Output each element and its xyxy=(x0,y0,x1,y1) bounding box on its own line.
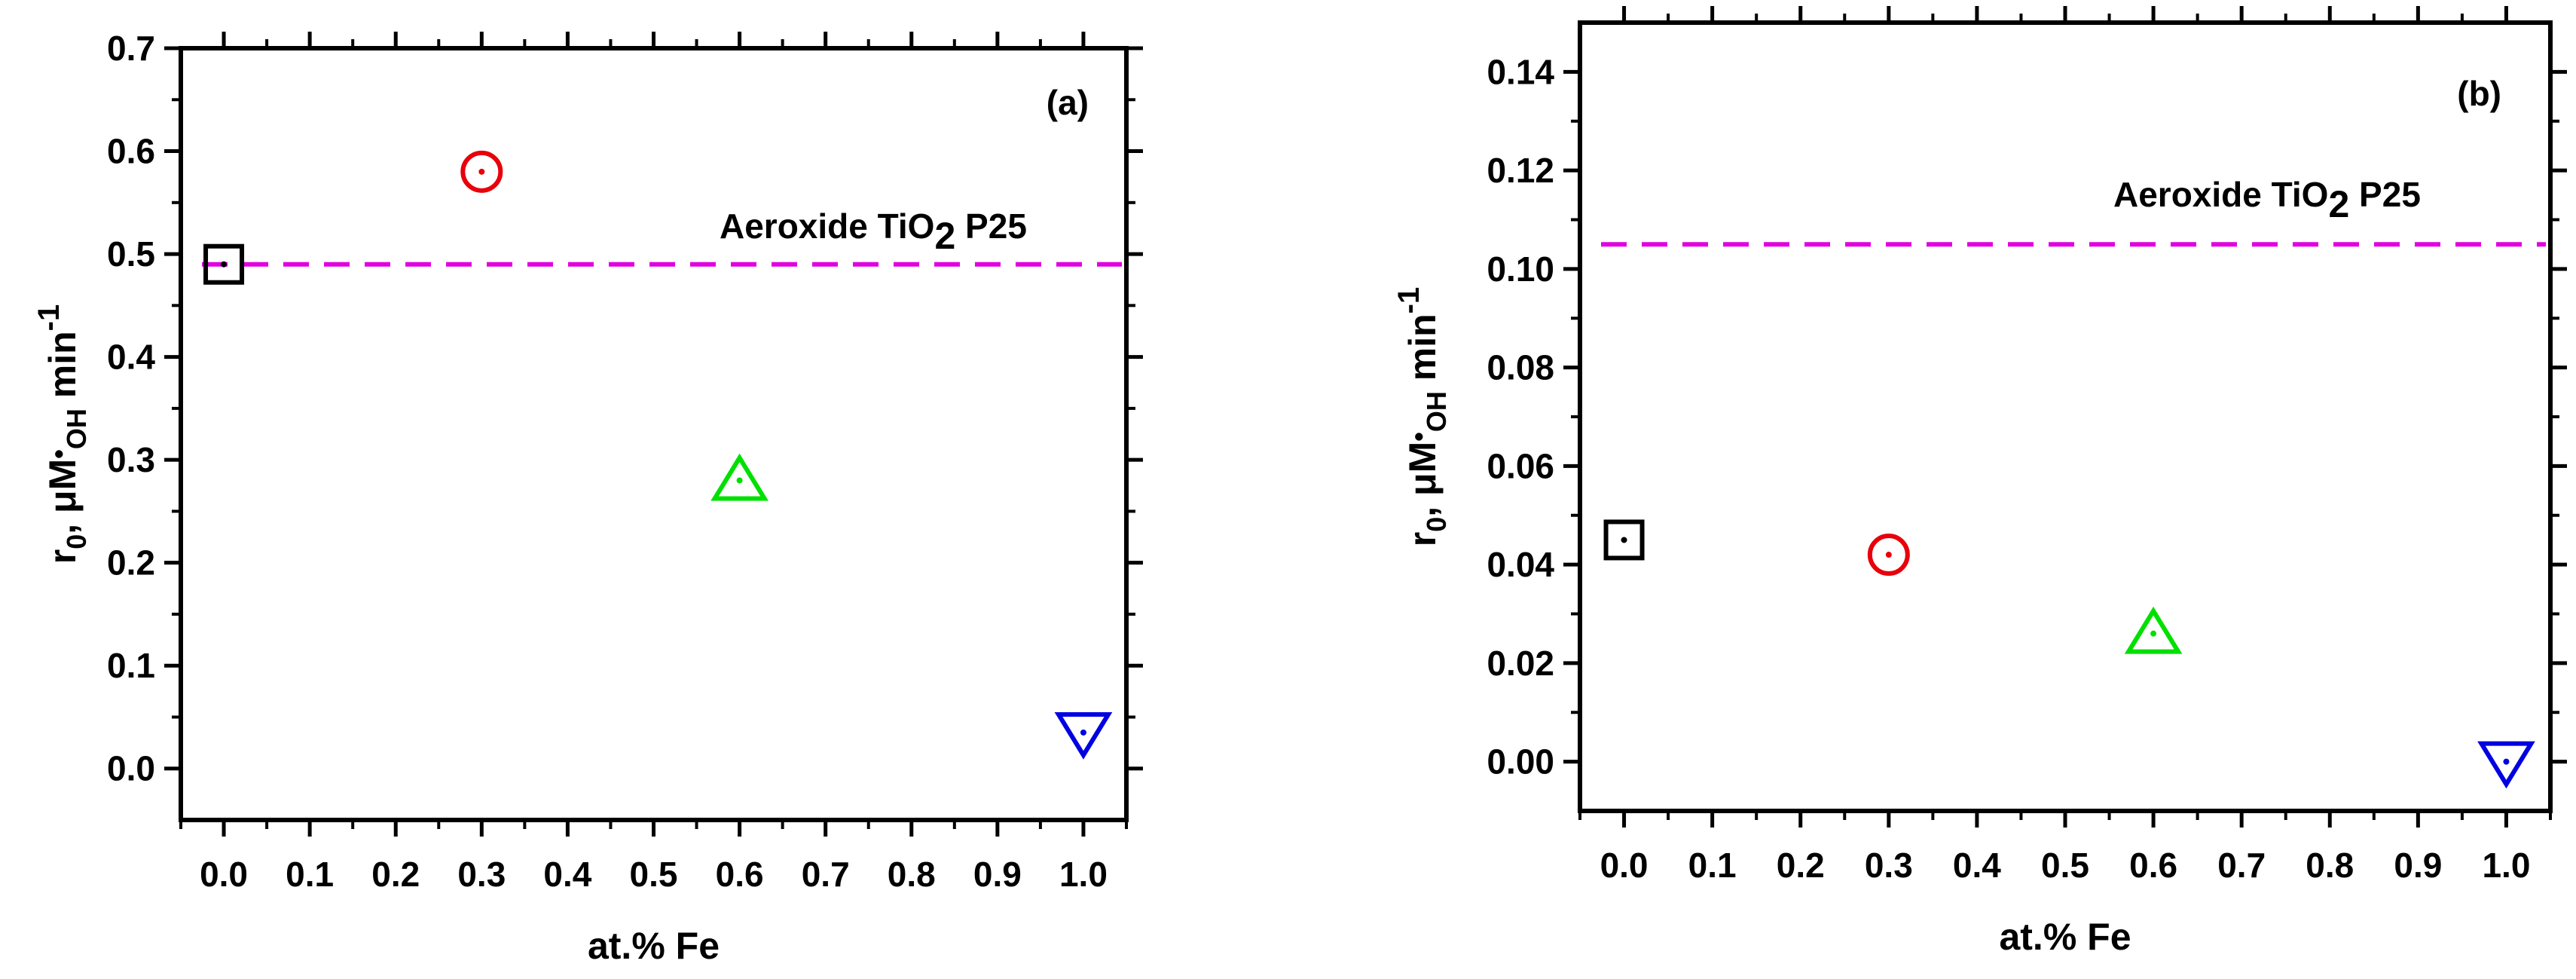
x-tick-label: 0.3 xyxy=(1865,846,1913,885)
x-tick-label: 0.8 xyxy=(2306,846,2354,885)
x-tick-label: 0.2 xyxy=(1777,846,1825,885)
y-axis-title-mid: , μM xyxy=(1401,442,1444,517)
x-tick-label: 0.8 xyxy=(888,855,936,894)
x-tick-label: 0.7 xyxy=(2217,846,2266,885)
y-axis-title-sub0: 0 xyxy=(1421,517,1452,532)
x-axis-title: at.% Fe xyxy=(1999,916,2131,958)
y-tick-label: 0.10 xyxy=(1487,249,1554,289)
y-tick-label: 0.00 xyxy=(1487,742,1554,782)
plot-frame xyxy=(179,46,1129,822)
y-axis-title-unit: min xyxy=(41,331,84,408)
y-tick-label: 0.5 xyxy=(107,234,155,274)
plot-frame xyxy=(1578,20,2553,813)
y-axis-title: r0, μM•OH min-1 xyxy=(1392,287,1452,547)
x-tick-label: 0.5 xyxy=(2041,846,2089,885)
x-tick-label: 0.7 xyxy=(802,855,850,894)
data-point-triangle-down xyxy=(2477,741,2535,789)
panel-label: (a) xyxy=(1047,83,1089,122)
y-tick-label: 0.1 xyxy=(107,646,155,685)
y-axis-title-dot: • xyxy=(1403,432,1434,442)
y-tick-label: 0.02 xyxy=(1487,644,1554,683)
y-axis-title-sub1: OH xyxy=(1421,391,1452,432)
x-tick-label: 0.6 xyxy=(2129,846,2177,885)
reference-label-main: Aeroxide TiO xyxy=(2113,175,2328,214)
x-tick-label: 1.0 xyxy=(1059,855,1108,894)
x-tick-label: 0.3 xyxy=(457,855,506,894)
x-tick-label: 0.4 xyxy=(1953,846,2001,885)
data-point-center-dot xyxy=(1080,729,1086,736)
data-point-center-dot xyxy=(2150,630,2157,637)
data-point-circle xyxy=(460,150,503,193)
x-tick-label: 0.5 xyxy=(630,855,678,894)
x-tick-label: 0.4 xyxy=(543,855,591,894)
reference-label-sub: 2 xyxy=(934,215,955,257)
reference-label: Aeroxide TiO2 P25 xyxy=(2113,175,2421,225)
data-point-triangle-up xyxy=(2124,606,2183,654)
reference-label-rest: P25 xyxy=(2349,175,2421,214)
y-tick-label: 0.3 xyxy=(107,440,155,479)
chart-panel-b: 0.0 0.1 0.2 0.3 0.4 0.5 0.6 0.7 0.8 0.9 1.0 0.00 0.0… xyxy=(1392,6,2567,958)
y-axis-title-dot: • xyxy=(43,449,74,459)
data-point-circle xyxy=(1867,534,1910,577)
y-tick-label: 0.08 xyxy=(1487,348,1554,387)
chart-panel-a: 0.0 0.1 0.2 0.3 0.4 0.5 0.6 0.7 0.8 0.9 1.0 0.0 0.1 0… xyxy=(32,29,1143,967)
y-tick-label: 0.12 xyxy=(1487,151,1554,190)
panel-label: (b) xyxy=(2457,74,2501,113)
y-tick-label: 0.4 xyxy=(107,338,155,377)
x-tick-label: 0.0 xyxy=(200,855,248,894)
y-tick-label: 0.7 xyxy=(107,29,155,68)
y-tick-label: 0.06 xyxy=(1487,446,1554,485)
x-tick-label: 0.1 xyxy=(286,855,334,894)
x-tick-label: 1.0 xyxy=(2482,846,2530,885)
data-point-square xyxy=(203,243,245,285)
y-axis-title: r0, μM•OH min-1 xyxy=(32,304,92,564)
reference-label-rest: P25 xyxy=(955,207,1027,246)
y-axis-title-unit: min xyxy=(1401,314,1444,391)
x-tick-label: 0.1 xyxy=(1688,846,1737,885)
y-axis-title-mid: , μM xyxy=(41,459,84,534)
data-point-square xyxy=(1603,519,1645,561)
y-axis-title-sub0: 0 xyxy=(61,534,92,549)
data-point-triangle-down xyxy=(1054,711,1113,760)
y-tick-label: 0.14 xyxy=(1487,52,1554,91)
reference-label-main: Aeroxide TiO xyxy=(720,207,934,246)
y-axis-title-base: r xyxy=(1401,532,1444,546)
x-axis-title: at.% Fe xyxy=(588,925,720,967)
x-tick-label: 0.0 xyxy=(1600,846,1649,885)
x-tick-label: 0.9 xyxy=(973,855,1022,894)
x-tick-label: 0.2 xyxy=(371,855,420,894)
data-point-center-dot xyxy=(736,477,743,484)
y-axis-title-sub1: OH xyxy=(61,408,92,449)
x-tick-label: 0.6 xyxy=(716,855,764,894)
reference-label: Aeroxide TiO2 P25 xyxy=(720,207,1027,257)
y-axis-title-base: r xyxy=(41,549,84,564)
data-point-center-dot xyxy=(1885,552,1892,558)
y-tick-label: 0.04 xyxy=(1487,545,1554,584)
data-point-center-dot xyxy=(478,168,485,175)
y-tick-label: 0.0 xyxy=(107,749,155,788)
data-point-center-dot xyxy=(221,261,228,268)
x-tick-label: 0.9 xyxy=(2394,846,2442,885)
y-tick-label: 0.2 xyxy=(107,543,155,583)
y-axis-title-sup: -1 xyxy=(32,304,66,332)
y-tick-label: 0.6 xyxy=(107,132,155,171)
y-axis-title-sup: -1 xyxy=(1392,287,1426,314)
reference-label-sub: 2 xyxy=(2328,183,2349,225)
data-point-center-dot xyxy=(1621,537,1627,543)
data-point-center-dot xyxy=(2503,758,2510,765)
data-point-triangle-up xyxy=(710,453,769,501)
